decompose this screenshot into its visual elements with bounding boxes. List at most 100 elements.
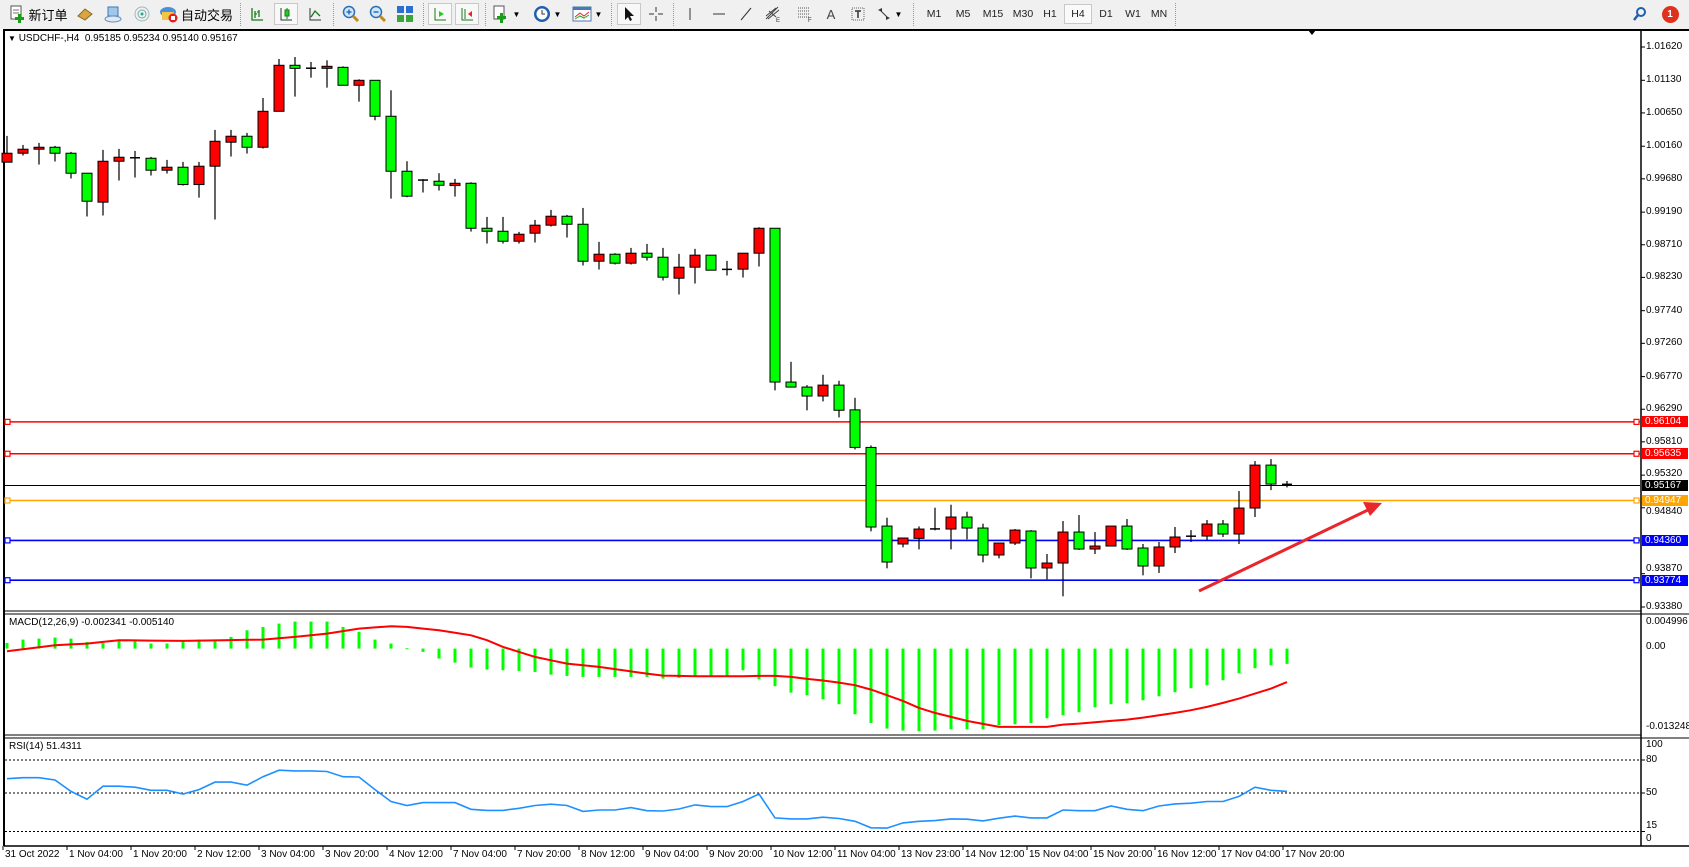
time-axis-label: 8 Nov 12:00: [581, 849, 635, 860]
arrows-button[interactable]: ▼: [872, 3, 906, 25]
candle: [545, 209, 557, 227]
macd-histogram-bar: [741, 648, 745, 671]
macd-histogram-bar: [453, 648, 457, 663]
line-handle-icon[interactable]: [1633, 450, 1640, 457]
candle: [433, 173, 445, 191]
candle-body-bull: [753, 227, 765, 254]
line-handle-icon[interactable]: [1633, 497, 1640, 504]
new-order-button[interactable]: 新订单: [8, 3, 70, 25]
candle: [1041, 553, 1053, 580]
macd-histogram-bar: [821, 648, 825, 700]
timeframe-m5[interactable]: M5: [955, 8, 971, 20]
macd-histogram-bar: [421, 648, 425, 652]
autoscroll-button[interactable]: [428, 3, 452, 25]
fibo-retracement-button[interactable]: F: [794, 3, 816, 25]
macd-histogram-bar: [789, 648, 793, 693]
chart-shift-button[interactable]: [455, 3, 479, 25]
candle-body-bear: [177, 166, 189, 186]
tickets-button[interactable]: [74, 3, 96, 25]
line-handle-icon[interactable]: [4, 450, 11, 457]
candle: [113, 148, 125, 181]
toolbar-separator: [423, 3, 426, 26]
vertical-line-button[interactable]: [680, 3, 700, 25]
trendline-icon: [740, 7, 752, 21]
macd-histogram-bar: [229, 636, 233, 649]
indicators-icon: [493, 5, 506, 23]
timeframe-h1[interactable]: H1: [1043, 8, 1057, 20]
auto-trading-button[interactable]: 自动交易: [158, 3, 234, 25]
rsi-axis-label: 50: [1646, 787, 1658, 798]
search-button[interactable]: [1630, 3, 1650, 25]
price-axis-label: 0.93870: [1646, 563, 1683, 574]
signals-button[interactable]: [131, 3, 153, 25]
chart-shift-marker-icon[interactable]: [1308, 30, 1316, 35]
bar-chart-icon: [251, 8, 263, 21]
trend-arrow[interactable]: [1198, 502, 1382, 593]
trend-arrow-line[interactable]: [1198, 507, 1371, 593]
timeframe-h4[interactable]: H4: [1064, 4, 1092, 24]
macd-label: MACD(12,26,9) -0.002341 -0.005140: [9, 617, 175, 628]
cloud-button[interactable]: [102, 3, 124, 25]
timeframe-w1[interactable]: W1: [1125, 8, 1141, 20]
tile-windows-button[interactable]: [394, 3, 416, 25]
price-axis-label: 0.95810: [1646, 436, 1683, 447]
macd-histogram-bar: [997, 648, 1001, 726]
notifications-button[interactable]: 1: [1658, 3, 1682, 25]
line-handle-icon[interactable]: [4, 497, 11, 504]
price-axis-label: 0.94840: [1646, 506, 1683, 517]
line-handle-icon[interactable]: [4, 418, 11, 425]
text-label-button[interactable]: [847, 3, 869, 25]
candle: [257, 97, 269, 149]
macd-histogram-bar: [405, 648, 409, 650]
line-handle-icon[interactable]: [1633, 577, 1640, 584]
line-chart-button[interactable]: [304, 3, 326, 25]
trendline-button[interactable]: [735, 3, 757, 25]
candle: [529, 219, 541, 243]
macd-histogram-bar: [485, 648, 489, 670]
candle-body-bear: [881, 525, 893, 563]
timeframe-mn[interactable]: MN: [1150, 8, 1168, 20]
timeframe-m1[interactable]: M1: [926, 8, 942, 20]
cursor-button[interactable]: [617, 3, 641, 25]
candle-body-bear: [977, 527, 989, 556]
templates-button[interactable]: ▼: [570, 3, 604, 25]
line-handle-icon[interactable]: [4, 577, 11, 584]
price-tag: 0.93774: [1642, 575, 1688, 586]
horizontal-line-button[interactable]: [708, 3, 730, 25]
collapse-triangle-icon[interactable]: ▼: [8, 34, 16, 43]
line-handle-icon[interactable]: [1633, 537, 1640, 544]
line-handle-icon[interactable]: [1633, 418, 1640, 425]
macd-histogram-bar: [693, 648, 697, 676]
macd-histogram-bar: [101, 642, 105, 649]
timeframe-m30[interactable]: M30: [1012, 8, 1034, 20]
candle-body-bull: [737, 252, 749, 270]
macd-histogram-bar: [117, 640, 121, 649]
candle: [1137, 544, 1149, 576]
text-button[interactable]: A: [820, 3, 842, 25]
candle-body-bear: [641, 252, 653, 258]
zoom-in-button[interactable]: [340, 3, 362, 25]
candle-body-bull: [545, 215, 557, 226]
macd-signal-line: [6, 625, 1288, 728]
crosshair-button[interactable]: [645, 3, 667, 25]
zoom-out-button[interactable]: [367, 3, 389, 25]
indicators-button[interactable]: ▼: [490, 3, 522, 25]
candle-body-bear: [337, 66, 349, 86]
timeframe-d1[interactable]: D1: [1099, 8, 1113, 20]
macd-histogram-bar: [1093, 648, 1097, 708]
bar-chart-button[interactable]: [246, 3, 268, 25]
macd-histogram-bar: [581, 648, 585, 677]
timeframe-m15[interactable]: M15: [982, 8, 1004, 20]
candle: [657, 247, 669, 281]
candle-body-bear: [1121, 525, 1133, 550]
zoom-in-icon: [342, 5, 360, 23]
line-handle-icon[interactable]: [4, 537, 11, 544]
candle-body-bear: [1265, 464, 1277, 485]
candlestick-button[interactable]: [274, 3, 298, 25]
fibo-fan-button[interactable]: E: [762, 3, 784, 25]
periods-button[interactable]: ▼: [530, 3, 564, 25]
macd-histogram-bar: [1205, 648, 1209, 686]
candle-body-bull: [1233, 507, 1245, 535]
candle-body-bull: [113, 156, 125, 162]
